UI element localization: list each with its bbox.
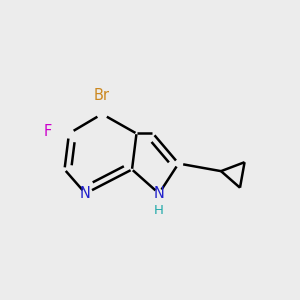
Text: H: H (154, 203, 164, 217)
Text: F: F (43, 124, 52, 140)
Text: Br: Br (94, 88, 110, 103)
Text: N: N (80, 186, 91, 201)
Text: N: N (154, 186, 164, 201)
